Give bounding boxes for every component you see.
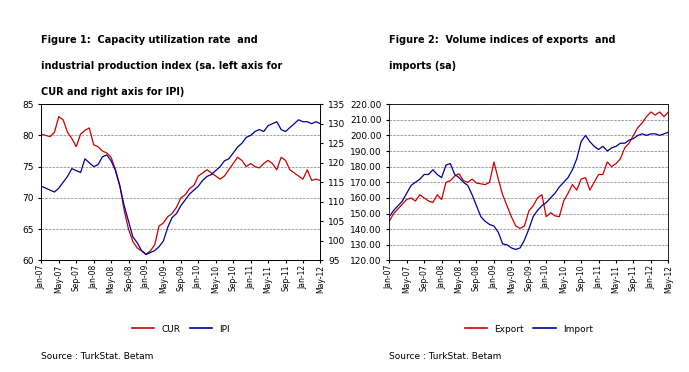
Legend: CUR, IPI: CUR, IPI: [128, 321, 234, 337]
Text: Figure 1:  Capacity utilization rate  and: Figure 1: Capacity utilization rate and: [41, 35, 258, 45]
Text: imports (sa): imports (sa): [389, 61, 456, 71]
Text: Source : TurkStat. Betam: Source : TurkStat. Betam: [41, 352, 154, 361]
Text: CUR and right axis for IPI): CUR and right axis for IPI): [41, 87, 185, 97]
Text: industrial production index (sa. left axis for: industrial production index (sa. left ax…: [41, 61, 282, 71]
Text: Figure 2:  Volume indices of exports  and: Figure 2: Volume indices of exports and: [389, 35, 616, 45]
Text: Source : TurkStat. Betam: Source : TurkStat. Betam: [389, 352, 502, 361]
Legend: Export, Import: Export, Import: [461, 321, 597, 337]
